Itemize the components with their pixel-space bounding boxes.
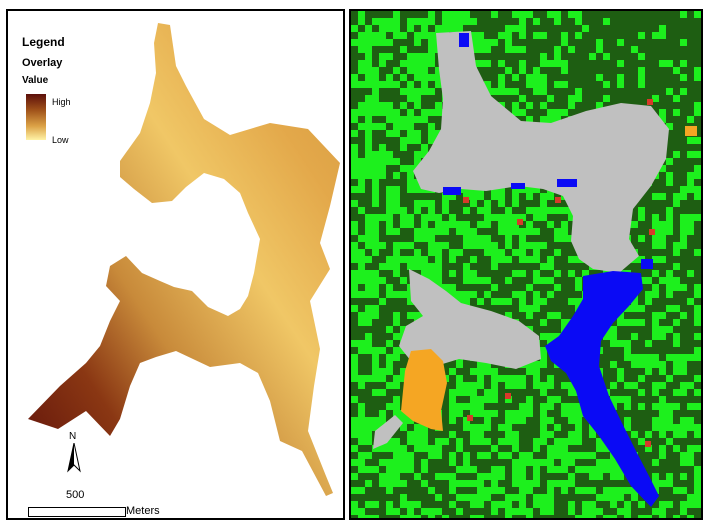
red-point-cells	[463, 99, 655, 447]
legend-field-name: Value	[22, 75, 49, 86]
legend-high-label: High	[52, 97, 71, 107]
legend-layer-name: Overlay	[22, 57, 63, 69]
north-label: N	[69, 431, 77, 442]
orange-cell	[685, 126, 697, 136]
open-area-region	[373, 31, 669, 449]
legend-color-ramp	[26, 94, 46, 140]
land-cover-raster	[351, 11, 701, 518]
north-arrow-icon	[67, 443, 81, 473]
legend-low-label: Low	[52, 135, 69, 145]
scale-bar-value: 500	[66, 489, 85, 501]
water-region	[443, 33, 659, 507]
overlay-map-panel: Legend Overlay Value High Low N 500 Mete…	[6, 9, 345, 520]
lake-polygon	[28, 23, 340, 496]
scale-bar-unit: Meters	[126, 505, 160, 517]
orange-patch	[401, 349, 447, 431]
land-cover-map-panel	[349, 9, 703, 520]
overlay-lake-shape	[28, 23, 340, 496]
scale-bar	[28, 507, 126, 517]
legend-title: Legend	[22, 35, 65, 49]
